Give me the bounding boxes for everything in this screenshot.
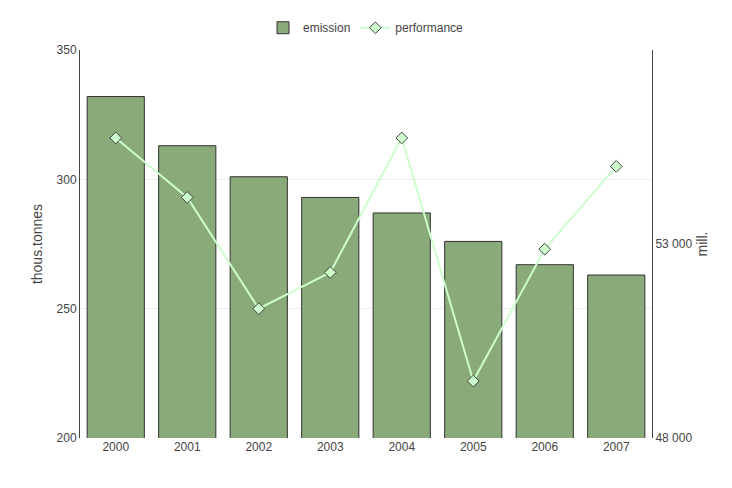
svg-text:2007: 2007 — [603, 440, 630, 454]
svg-text:thous.tonnes: thous.tonnes — [29, 204, 45, 284]
svg-text:53 000: 53 000 — [655, 237, 692, 251]
svg-text:performance: performance — [395, 21, 463, 35]
svg-text:2006: 2006 — [531, 440, 558, 454]
svg-text:2001: 2001 — [174, 440, 201, 454]
svg-text:350: 350 — [57, 43, 77, 57]
svg-text:2003: 2003 — [317, 440, 344, 454]
svg-text:mill.: mill. — [694, 232, 710, 257]
svg-text:2002: 2002 — [245, 440, 272, 454]
svg-text:200: 200 — [57, 431, 77, 445]
svg-text:250: 250 — [57, 302, 77, 316]
svg-text:emission: emission — [303, 21, 350, 35]
svg-text:2004: 2004 — [388, 440, 415, 454]
svg-text:300: 300 — [57, 173, 77, 187]
svg-text:48 000: 48 000 — [655, 431, 692, 445]
svg-text:2000: 2000 — [102, 440, 129, 454]
svg-text:2005: 2005 — [460, 440, 487, 454]
